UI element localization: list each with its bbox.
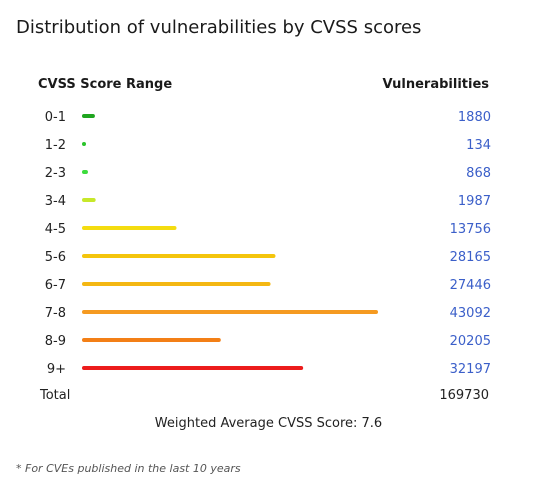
value-link-1-2[interactable]: 134 <box>466 138 491 153</box>
bar-6-7 <box>82 282 271 286</box>
cvss-bar-chart: 0-1 1880 1-2 134 2-3 868 3-4 1987 4-5 13756 5-6 281… <box>45 110 491 377</box>
value-link-9plus[interactable]: 32197 <box>450 362 491 377</box>
value-link-3-4[interactable]: 1987 <box>458 194 491 209</box>
value-link-8-9[interactable]: 20205 <box>450 334 491 349</box>
value-link-7-8[interactable]: 43092 <box>450 306 491 321</box>
range-label-1-2: 1-2 <box>45 138 66 153</box>
total-value: 169730 <box>439 388 489 403</box>
total-label: Total <box>40 388 71 403</box>
bar-1-2 <box>82 142 86 146</box>
range-label-0-1: 0-1 <box>45 110 66 125</box>
chart-title: Distribution of vulnerabilities by CVSS … <box>16 17 422 38</box>
value-link-0-1[interactable]: 1880 <box>458 110 491 125</box>
value-link-6-7[interactable]: 27446 <box>450 278 491 293</box>
range-label-3-4: 3-4 <box>45 194 66 209</box>
value-link-2-3[interactable]: 868 <box>466 166 491 181</box>
bar-9plus <box>82 366 304 370</box>
bar-4-5 <box>82 226 177 230</box>
footnote: * For CVEs published in the last 10 year… <box>16 462 241 475</box>
bar-0-1 <box>82 114 95 118</box>
bar-2-3 <box>82 170 88 174</box>
range-label-9plus: 9+ <box>47 362 66 377</box>
weighted-average-score: Weighted Average CVSS Score: 7.6 <box>154 416 383 431</box>
count-column-header: Vulnerabilities <box>382 77 489 92</box>
range-label-5-6: 5-6 <box>45 250 66 265</box>
range-label-4-5: 4-5 <box>45 222 66 237</box>
range-column-header: CVSS Score Range <box>38 77 173 92</box>
range-label-6-7: 6-7 <box>45 278 66 293</box>
range-label-8-9: 8-9 <box>45 334 66 349</box>
range-label-2-3: 2-3 <box>45 166 66 181</box>
value-link-5-6[interactable]: 28165 <box>450 250 491 265</box>
bar-5-6 <box>82 254 276 258</box>
bar-3-4 <box>82 198 96 202</box>
value-link-4-5[interactable]: 13756 <box>450 222 491 237</box>
bar-7-8 <box>82 310 378 314</box>
range-label-7-8: 7-8 <box>45 306 66 321</box>
bar-8-9 <box>82 338 221 342</box>
